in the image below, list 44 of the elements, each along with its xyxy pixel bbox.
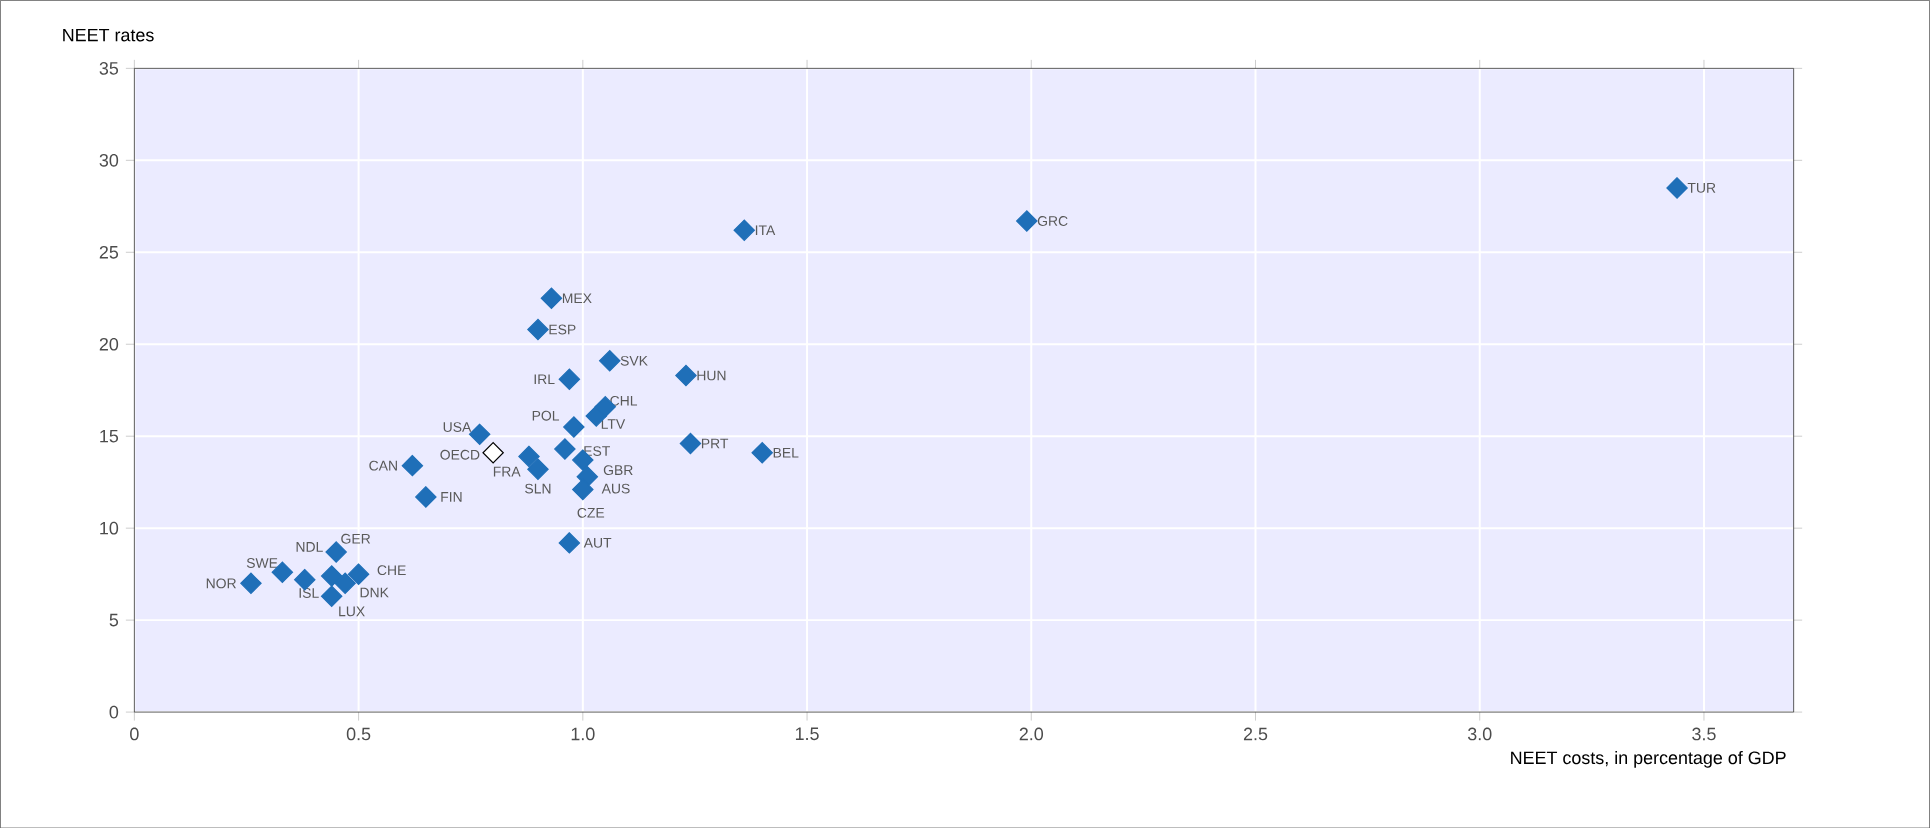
x-tick-label: 2.0: [1019, 727, 1044, 741]
y-tick-label: 5: [109, 613, 119, 627]
point: [320, 565, 343, 587]
point: [540, 287, 563, 309]
x-tick-label: 0: [130, 727, 139, 741]
point: [325, 541, 347, 563]
point: [558, 531, 581, 554]
point: [320, 585, 343, 607]
point: [401, 454, 424, 477]
y-tick-label: 25: [99, 245, 119, 259]
x-tick-label: 3.0: [1467, 727, 1492, 741]
point: [1666, 176, 1688, 199]
point: [527, 318, 549, 341]
y-tick-label: 0: [109, 705, 119, 719]
x-tick-label: 2.5: [1243, 727, 1268, 741]
point: [527, 458, 549, 480]
point: [751, 441, 773, 464]
point: [733, 219, 755, 241]
point: [572, 478, 594, 501]
point: [240, 572, 262, 594]
y-tick-label: 30: [99, 153, 119, 167]
point: [334, 572, 356, 594]
point: [415, 485, 437, 508]
point: [675, 364, 697, 387]
x-tick-label: 0.5: [346, 727, 371, 741]
x-axis-title: NEET costs, in percentage of GDP: [1511, 750, 1786, 768]
point: [347, 563, 370, 585]
point: [554, 438, 576, 460]
y-tick-label: 35: [99, 61, 119, 75]
y-axis-title: NEET rates: [63, 28, 154, 42]
y-tick-label: 10: [100, 521, 119, 535]
x-tick-label: 3.5: [1692, 727, 1716, 741]
point: [558, 368, 581, 390]
point: [563, 416, 585, 438]
point: [1016, 210, 1038, 232]
point: [518, 445, 540, 467]
point: [482, 441, 504, 464]
y-tick-label: 20: [99, 337, 119, 351]
point: [598, 349, 621, 372]
point: [468, 423, 491, 445]
point: [679, 432, 702, 455]
x-tick-label: 1.0: [571, 727, 595, 741]
x-tick-label: 1.5: [795, 727, 819, 740]
y-tick-label: 15: [100, 429, 119, 443]
